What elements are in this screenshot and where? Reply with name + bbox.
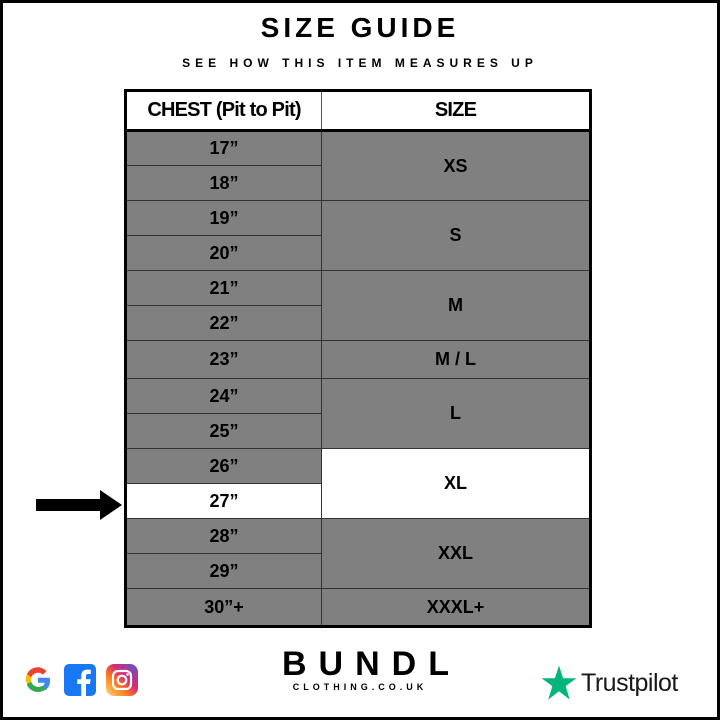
header-size: SIZE — [321, 90, 591, 132]
table-row: 19” S — [125, 200, 591, 271]
brand-logo: BUNDL CLOTHING.CO.UK — [270, 646, 450, 692]
table-row: 30”+ XXXL+ — [125, 588, 591, 627]
size-cell: XXL — [321, 518, 591, 589]
chest-cell: 23” — [125, 340, 322, 379]
size-cell: L — [321, 378, 591, 449]
chest-cell: 21” — [125, 270, 322, 306]
chest-cell: 24” — [125, 378, 322, 414]
size-guide-table: CHEST (Pit to Pit) SIZE 17” XS 18” 19” S 2… — [124, 89, 592, 628]
chest-cell: 22” — [125, 305, 322, 341]
arrow-right-icon — [36, 490, 122, 520]
table-row: 23” M / L — [125, 340, 591, 379]
chest-cell: 17” — [125, 130, 322, 166]
chest-cell: 25” — [125, 413, 322, 449]
brand-name: BUNDL — [282, 645, 461, 683]
size-cell: S — [321, 200, 591, 271]
trustpilot-star-icon — [541, 665, 577, 700]
size-cell: XS — [321, 130, 591, 201]
google-icon[interactable] — [22, 664, 54, 696]
table-row: 29” — [125, 553, 591, 589]
table-row: 22” — [125, 305, 591, 341]
size-cell: M / L — [321, 340, 591, 379]
table-row: 20” — [125, 235, 591, 271]
table-row: 28” XXL — [125, 518, 591, 589]
page-subtitle: SEE HOW THIS ITEM MEASURES UP — [182, 56, 538, 70]
chest-cell-highlighted: 27” — [125, 483, 322, 519]
table-row: 26” XL — [125, 448, 591, 519]
brand-url: CLOTHING.CO.UK — [292, 682, 428, 692]
social-icons — [22, 664, 138, 696]
facebook-icon[interactable] — [64, 664, 96, 696]
chest-cell: 26” — [125, 448, 322, 484]
size-cell: M — [321, 270, 591, 341]
table-header: CHEST (Pit to Pit) SIZE — [125, 90, 591, 132]
chest-cell: 30”+ — [125, 588, 322, 627]
table-row: 25” — [125, 413, 591, 449]
chest-cell: 20” — [125, 235, 322, 271]
page-title: SIZE GUIDE — [260, 12, 460, 43]
size-cell: XXXL+ — [321, 588, 591, 627]
table-row: 24” L — [125, 378, 591, 449]
header-chest: CHEST (Pit to Pit) — [125, 90, 322, 132]
size-cell-highlighted: XL — [321, 448, 591, 519]
chest-cell: 29” — [125, 553, 322, 589]
table-row: 21” M — [125, 270, 591, 341]
trustpilot-logo[interactable]: Trustpilot — [540, 664, 678, 702]
table-row-highlighted: 27” — [125, 483, 591, 519]
chest-cell: 18” — [125, 165, 322, 201]
chest-cell: 28” — [125, 518, 322, 554]
table-row: 17” XS — [125, 130, 591, 201]
trustpilot-text: Trustpilot — [581, 668, 678, 697]
instagram-icon[interactable] — [106, 664, 138, 696]
chest-cell: 19” — [125, 200, 322, 236]
